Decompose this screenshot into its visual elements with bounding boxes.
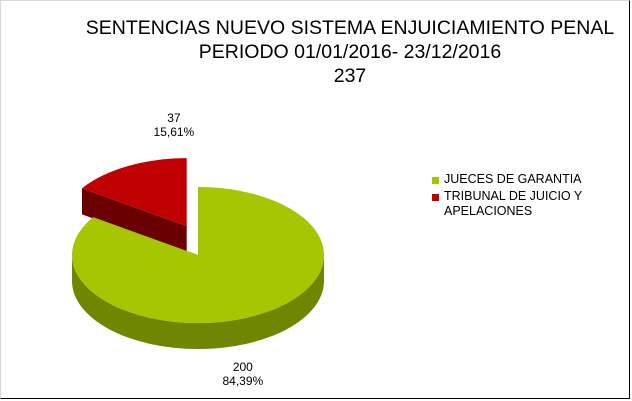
chart-title-line-2: PERIODO 01/01/2016- 23/12/2016 xyxy=(198,41,502,63)
chart-title-line-3: 237 xyxy=(333,65,367,87)
legend-swatch-tribunal xyxy=(432,194,439,201)
slice-jueces-side xyxy=(72,255,324,349)
chart-title: SENTENCIAS NUEVO SISTEMA ENJUICIAMIENTO … xyxy=(40,16,632,88)
legend-label-jueces: JUECES DE GARANTIA xyxy=(444,172,582,186)
legend: JUECES DE GARANTIA TRIBUNAL DE JUICIO Y … xyxy=(432,172,622,221)
data-label-jueces-percent: 84,39% xyxy=(222,374,263,388)
legend-item-tribunal: TRIBUNAL DE JUICIO Y APELACIONES xyxy=(432,189,622,219)
slice-tribunal-cut-face-1 xyxy=(81,188,187,253)
legend-swatch-jueces xyxy=(432,177,439,184)
chart-title-line-1: SENTENCIAS NUEVO SISTEMA ENJUICIAMIENTO … xyxy=(85,17,615,39)
slice-tribunal xyxy=(81,158,187,227)
slice-jueces xyxy=(71,187,325,323)
legend-label-tribunal-line-1: TRIBUNAL DE JUICIO Y xyxy=(444,189,583,203)
legend-item-jueces-de-garantia: JUECES DE GARANTIA xyxy=(432,172,622,187)
data-label-tribunal-percent: 15,61% xyxy=(154,125,195,139)
data-label-tribunal-value: 37 xyxy=(167,111,181,125)
legend-label-tribunal-line-2: APELACIONES xyxy=(444,204,533,218)
data-label-jueces-value: 200 xyxy=(233,360,253,374)
